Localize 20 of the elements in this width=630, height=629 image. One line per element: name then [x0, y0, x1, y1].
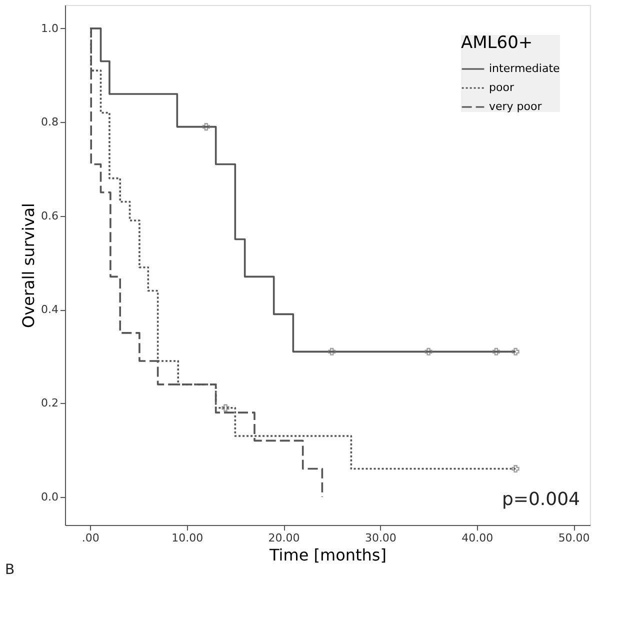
y-tick-label: 0.8 [41, 116, 58, 129]
x-tick-label: 10.00 [172, 532, 204, 544]
legend-label: poor [489, 81, 514, 94]
y-tick-label: 0.4 [41, 303, 58, 316]
text: B [5, 562, 15, 578]
x-tick-label: 20.00 [268, 532, 300, 544]
x-tick-label: .00 [82, 532, 100, 544]
y-axis-title: Overall survival [19, 203, 38, 328]
legend-title: AML60+ [461, 33, 533, 53]
x-tick-label: 40.00 [462, 532, 494, 544]
y-tick-label: 0.2 [41, 396, 58, 410]
annotation: p=0.004 [502, 489, 580, 510]
legend-label: intermediate [489, 62, 560, 75]
y-tick-label: 1.0 [41, 22, 58, 35]
x-tick-label: 50.00 [558, 532, 590, 544]
x-tick-label: 30.00 [364, 532, 396, 544]
x-axis-title: Time [months] [268, 546, 386, 564]
y-tick-label: 0.0 [41, 490, 58, 504]
y-tick-label: 0.6 [41, 209, 58, 222]
legend-label: very poor [489, 100, 542, 113]
